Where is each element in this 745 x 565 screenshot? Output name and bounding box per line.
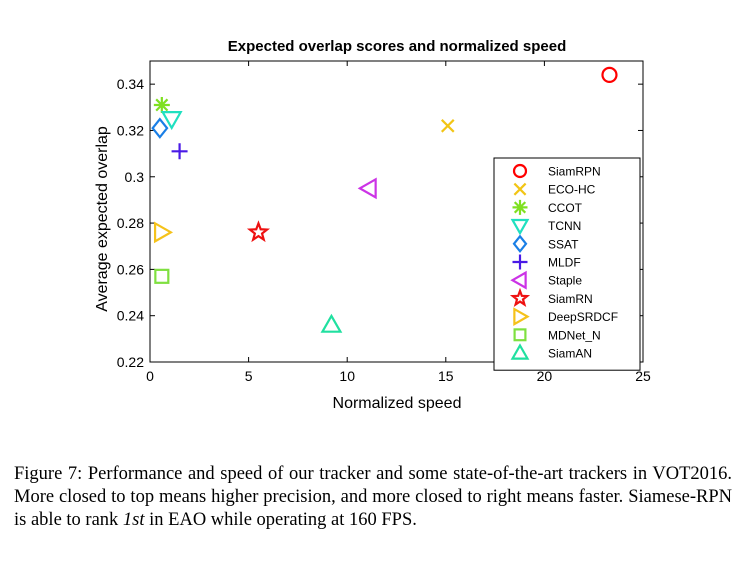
- data-point-siamrpn: [601, 66, 618, 83]
- data-point-mdnet-n: [154, 268, 170, 284]
- x-tick-label: 15: [438, 368, 454, 384]
- legend-item-mdnet-n: MDNet_N: [513, 328, 601, 342]
- legend-box: [493, 157, 641, 371]
- y-axis-label: Average expected overlap: [94, 126, 111, 312]
- legend-label: SSAT: [548, 237, 579, 251]
- caption-rank: 1st: [122, 510, 145, 530]
- data-point-eco-hc: [440, 119, 455, 133]
- legend-marker: [513, 307, 530, 326]
- x-tick-label: 25: [635, 368, 651, 384]
- legend-item-siamrn: SiamRN: [509, 287, 593, 308]
- y-tick-label: 0.22: [117, 354, 144, 370]
- legend-item-tcnn: TCNN: [510, 218, 581, 236]
- legend-label: SiamRN: [548, 292, 593, 306]
- caption-text: Figure 7: Performance and speed of our t…: [14, 464, 732, 530]
- legend-label: SiamAN: [548, 347, 592, 361]
- y-tick-label: 0.32: [117, 122, 144, 138]
- legend-marker: [513, 182, 527, 196]
- data-point-tcnn: [160, 111, 183, 131]
- legend-item-staple: Staple: [510, 270, 582, 290]
- scatter-chart: Expected overlap scores and normalized s…: [94, 38, 651, 412]
- legend-marker: [512, 163, 528, 179]
- x-tick-label: 20: [537, 368, 553, 384]
- legend-label: DeepSRDCF: [548, 310, 618, 324]
- chart-title: Expected overlap scores and normalized s…: [228, 38, 566, 55]
- y-tick-label: 0.26: [117, 261, 144, 277]
- data-point-ssat: [151, 117, 169, 139]
- data-point-deepsrdcf: [153, 221, 174, 244]
- legend-label: TCNN: [548, 219, 581, 233]
- axes: 0 5 10 15 20 25 0.22 0.24 0.26 0.28 0.3 0.32 0.34: [117, 60, 651, 384]
- y-tick-label: 0.34: [117, 76, 144, 92]
- legend-marker: [512, 199, 528, 215]
- legend-item-siamrpn: SiamRPN: [512, 163, 601, 179]
- legend-marker: [512, 234, 528, 254]
- legend-item-mldf: MLDF: [512, 254, 581, 270]
- legend-marker: [509, 287, 531, 308]
- y-tick-label: 0.24: [117, 308, 144, 324]
- legend-marker: [510, 218, 530, 236]
- caption-suffix: in EAO while operating at 160 FPS.: [144, 510, 417, 530]
- x-axis-label: Normalized speed: [333, 395, 462, 412]
- legend-label: Staple: [548, 274, 582, 288]
- data-point-staple: [357, 177, 377, 200]
- x-tick-label: 0: [146, 368, 154, 384]
- legend-marker: [513, 328, 527, 342]
- x-tick-label: 10: [339, 368, 355, 384]
- legend-item-ssat: SSAT: [512, 234, 579, 254]
- legend-marker: [510, 343, 530, 360]
- figure-caption: Figure 7: Performance and speed of our t…: [14, 463, 732, 532]
- data-point-mldf: [171, 143, 188, 160]
- y-tick-label: 0.28: [117, 215, 144, 231]
- legend-marker: [510, 270, 527, 290]
- data-point-siaman: [320, 313, 343, 333]
- data-point-ccot: [153, 96, 170, 113]
- legend-label: MDNet_N: [548, 328, 601, 342]
- legend: SiamRPN ECO-HC CCOT TCNN SSAT MLDF Staple SiamR…: [493, 157, 641, 371]
- legend-marker: [512, 254, 528, 270]
- legend-item-eco-hc: ECO-HC: [513, 182, 596, 197]
- legend-label: MLDF: [548, 256, 581, 270]
- y-tick-label: 0.3: [125, 169, 145, 185]
- legend-label: CCOT: [548, 201, 583, 215]
- legend-item-ccot: CCOT: [512, 199, 583, 215]
- legend-label: ECO-HC: [548, 183, 596, 197]
- legend-label: SiamRPN: [548, 165, 601, 179]
- data-points: [151, 66, 618, 333]
- data-point-siamrn: [246, 220, 271, 243]
- plot-frame: [149, 60, 644, 363]
- x-tick-label: 5: [245, 368, 253, 384]
- legend-item-siaman: SiamAN: [510, 343, 592, 361]
- legend-item-deepsrdcf: DeepSRDCF: [513, 307, 618, 326]
